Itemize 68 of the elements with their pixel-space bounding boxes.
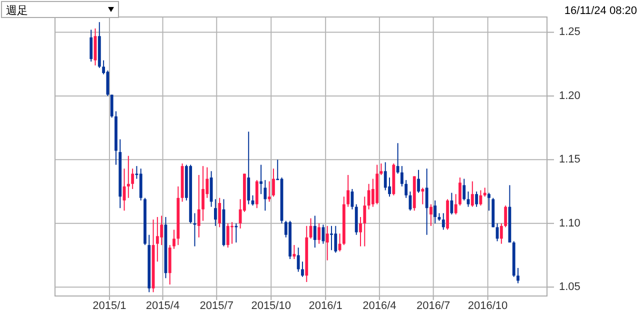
candlestick	[334, 225, 338, 254]
y-tick-label: 1.05	[559, 280, 580, 293]
x-tick-label: 2016/4	[362, 300, 396, 312]
candlestick	[466, 191, 470, 208]
candlestick	[442, 212, 445, 230]
candlestick	[90, 29, 93, 62]
candlestick	[247, 131, 250, 205]
candlestick	[156, 216, 159, 262]
candlestick	[404, 180, 408, 198]
x-tick-label: 2016/1	[308, 300, 342, 312]
candlestick	[202, 166, 204, 222]
candlestick	[172, 229, 176, 250]
candlestick	[488, 192, 490, 212]
candlestick	[292, 244, 296, 260]
candlestick	[417, 169, 420, 194]
x-tick-label: 2015/1	[92, 300, 126, 312]
candlestick	[268, 180, 271, 202]
candlestick	[425, 168, 428, 236]
text: 16/11/24 08:20	[564, 5, 637, 17]
candlestick	[500, 222, 503, 244]
y-tick-label: 1.25	[559, 26, 580, 38]
candlestick	[346, 174, 350, 208]
x-tick-label: 2015/7	[200, 300, 234, 312]
x-tick-label: 2015/10	[251, 300, 291, 312]
candlestick	[516, 267, 520, 284]
candlestick	[363, 196, 366, 247]
candlestick	[218, 197, 222, 228]
candlestick	[479, 190, 482, 206]
candlestick	[384, 162, 387, 191]
candlestick	[450, 192, 454, 215]
candlestick	[272, 168, 275, 198]
candlestick	[296, 247, 300, 272]
candlestick	[106, 70, 110, 96]
candlestick	[160, 215, 164, 246]
candlestick	[504, 205, 508, 228]
candlestick	[197, 174, 200, 238]
candlestick	[255, 180, 258, 209]
candlestick	[110, 94, 114, 118]
candlestick	[126, 155, 130, 198]
candlestick	[462, 178, 466, 201]
candlestick	[326, 225, 329, 261]
y-tick-label: 1.20	[559, 90, 580, 102]
candlestick	[330, 225, 333, 251]
candlestick	[475, 191, 478, 208]
x-tick-label: 2015/4	[146, 300, 180, 312]
candlestick	[131, 168, 134, 190]
candlestick	[458, 177, 462, 206]
candlestick	[318, 222, 321, 244]
candlestick	[301, 261, 304, 278]
y-tick-label: 1.15	[559, 154, 580, 166]
y-tick-label: 1.10	[559, 217, 580, 230]
candlestick	[260, 164, 262, 195]
candlestick	[214, 198, 217, 226]
candlestick	[264, 180, 267, 212]
candlestick	[313, 215, 316, 248]
candlestick	[454, 194, 458, 215]
candlestick	[396, 142, 400, 174]
candlestick	[430, 204, 432, 226]
text: 週足	[6, 5, 28, 17]
x-tick-label: 2016/7	[416, 300, 450, 312]
x-tick-label: 2016/10	[468, 300, 508, 312]
candlestick	[434, 200, 437, 224]
candlestick	[421, 187, 424, 205]
candlestick	[251, 194, 254, 206]
candlestick	[359, 216, 362, 247]
candlestick	[470, 180, 474, 208]
candlestick	[400, 166, 404, 187]
candlestick	[226, 222, 230, 248]
